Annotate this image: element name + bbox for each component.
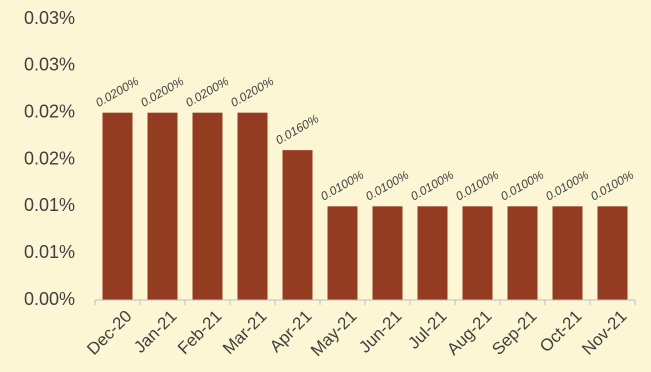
value-label: 0.0100% [318, 168, 366, 204]
value-label: 0.0100% [588, 168, 636, 204]
x-tick-label: Mar-21 [219, 307, 271, 359]
bar [597, 206, 628, 300]
bar [237, 112, 268, 301]
value-label: 0.0100% [408, 168, 456, 204]
x-tick-label: Feb-21 [174, 307, 226, 359]
bar [102, 112, 133, 301]
x-tick-label: Aug-21 [443, 307, 495, 359]
bar [192, 112, 223, 301]
x-tick-label: Jun-21 [355, 307, 405, 357]
y-tick-label: 0.03% [24, 8, 75, 28]
value-label: 0.0200% [93, 74, 141, 110]
bar [462, 206, 493, 300]
value-label: 0.0100% [498, 168, 546, 204]
y-tick-label: 0.01% [24, 242, 75, 262]
x-tick-label: Dec-20 [83, 307, 135, 359]
bar [372, 206, 403, 300]
y-tick-label: 0.01% [24, 195, 75, 215]
x-tick-label: May-21 [307, 307, 361, 361]
y-tick-label: 0.00% [24, 289, 75, 309]
x-tick-label: Nov-21 [578, 307, 630, 359]
bar [417, 206, 448, 300]
value-label: 0.0100% [543, 168, 591, 204]
bar [147, 112, 178, 301]
value-label: 0.0100% [363, 168, 411, 204]
value-label: 0.0160% [273, 111, 321, 147]
x-tick-label: Oct-21 [536, 307, 586, 357]
value-label: 0.0100% [453, 168, 501, 204]
bar [327, 206, 358, 300]
y-tick-label: 0.03% [24, 55, 75, 75]
bar [282, 150, 313, 300]
value-label: 0.0200% [228, 74, 276, 110]
x-tick-label: Sep-21 [488, 307, 540, 359]
value-label: 0.0200% [183, 74, 231, 110]
y-tick-label: 0.02% [24, 101, 75, 121]
value-label: 0.0200% [138, 74, 186, 110]
y-tick-label: 0.02% [24, 148, 75, 168]
bar [552, 206, 583, 300]
bar [507, 206, 538, 300]
x-tick-label: Jan-21 [130, 307, 180, 357]
